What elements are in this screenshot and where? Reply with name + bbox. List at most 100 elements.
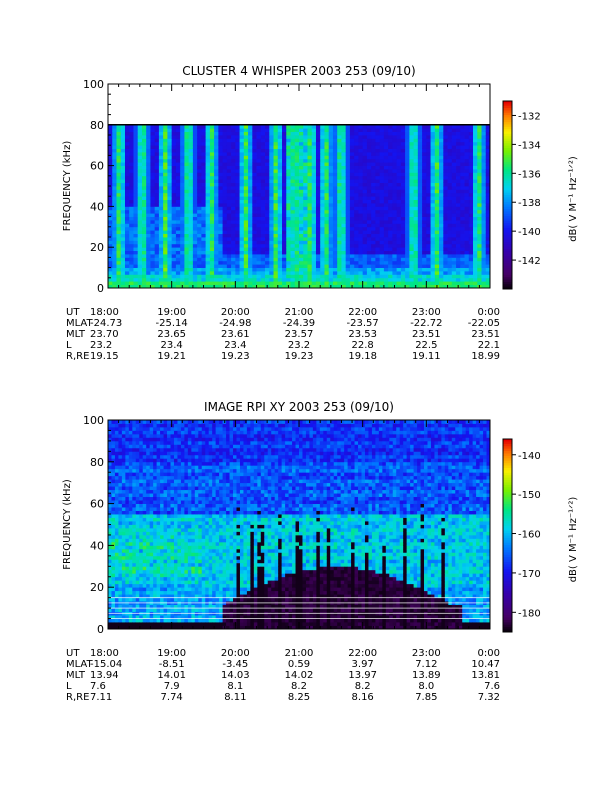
- spectrogram-cell: [443, 183, 448, 187]
- spectrogram-cell: [477, 193, 482, 197]
- spectrogram-cell: [214, 213, 219, 217]
- spectrogram-cell: [465, 251, 470, 255]
- spectrogram-cell: [469, 142, 474, 146]
- spectrogram-cell: [210, 237, 215, 241]
- spectrogram-cell: [380, 155, 385, 159]
- spectrogram-cell: [333, 227, 338, 231]
- ephemeris-value: 18:00: [90, 307, 119, 318]
- spectrogram-cell: [138, 169, 143, 173]
- spectrogram-cell: [320, 247, 325, 251]
- spectrogram-cell: [155, 142, 160, 146]
- spectrogram-cell: [261, 189, 266, 193]
- spectrogram-cell: [235, 159, 240, 163]
- spectrogram-cell: [329, 193, 334, 197]
- spectrogram-cell: [465, 206, 470, 210]
- spectrogram-cell: [448, 251, 453, 255]
- spectrogram-cell: [295, 240, 300, 244]
- spectrogram-cell: [129, 563, 133, 567]
- spectrogram-cell: [121, 234, 126, 238]
- spectrogram-cell: [405, 200, 410, 204]
- spectrogram-cell: [231, 247, 236, 251]
- spectrogram-cell: [414, 203, 419, 207]
- spectrogram-cell: [176, 257, 181, 261]
- spectrogram-cell: [477, 152, 482, 156]
- spectrogram-cell: [307, 261, 312, 265]
- spectrogram-cell: [125, 145, 130, 149]
- spectrogram-cell: [257, 149, 262, 153]
- spectrogram-cell: [333, 179, 338, 183]
- spectrogram-cell: [108, 423, 112, 427]
- spectrogram-cell: [125, 257, 130, 261]
- spectrogram-cell: [201, 206, 206, 210]
- spectrogram-cell: [333, 176, 338, 180]
- spectrogram-cell: [261, 240, 266, 244]
- spectrogram-cell: [316, 179, 321, 183]
- spectrogram-cell: [388, 264, 393, 268]
- spectrogram-cell: [448, 166, 453, 170]
- spectrogram-cell: [358, 237, 363, 241]
- spectrogram-cell: [384, 138, 389, 142]
- spectrogram-cell: [477, 176, 482, 180]
- spectrogram-cell: [409, 281, 414, 285]
- spectrogram-cell: [299, 223, 304, 227]
- spectrogram-cell: [422, 227, 427, 231]
- spectrogram-cell: [426, 155, 431, 159]
- spectrogram-cell: [159, 213, 164, 217]
- spectrogram-cell: [316, 145, 321, 149]
- spectrogram-cell: [184, 268, 189, 272]
- spectrogram-cell: [163, 278, 168, 282]
- spectrogram-cell: [125, 490, 129, 494]
- spectrogram-cell: [482, 264, 487, 268]
- spectrogram-cell: [473, 166, 478, 170]
- spectrogram-cell: [108, 570, 112, 574]
- spectrogram-cell: [439, 247, 444, 251]
- spectrogram-cell: [456, 230, 461, 234]
- spectrogram-cell: [257, 200, 262, 204]
- spectrogram-cell: [142, 247, 147, 251]
- spectrogram-cell: [112, 193, 117, 197]
- spectrogram-cell: [176, 169, 181, 173]
- spectrogram-cell: [118, 423, 122, 427]
- spectrogram-cell: [460, 162, 465, 166]
- spectrogram-cell: [354, 138, 359, 142]
- spectrogram-cell: [397, 281, 402, 285]
- spectrogram-cell: [354, 200, 359, 204]
- spectrogram-cell: [257, 261, 262, 265]
- spectrogram-cell: [448, 247, 453, 251]
- spectrogram-cell: [341, 149, 346, 153]
- spectrogram-cell: [252, 281, 257, 285]
- spectrogram-cell: [218, 234, 223, 238]
- spectrogram-cell: [231, 149, 236, 153]
- spectrogram-cell: [159, 203, 164, 207]
- spectrogram-cell: [172, 159, 177, 163]
- spectrogram-cell: [392, 240, 397, 244]
- spectrogram-cell: [482, 166, 487, 170]
- spectrogram-cell: [252, 203, 257, 207]
- ephemeris-value: 23.4: [224, 340, 246, 351]
- spectrogram-cell: [426, 264, 431, 268]
- spectrogram-cell: [282, 240, 287, 244]
- spectrogram-cell: [155, 234, 160, 238]
- spectrogram-cell: [482, 234, 487, 238]
- spectrogram-cell: [163, 189, 168, 193]
- spectrogram-cell: [235, 152, 240, 156]
- spectrogram-cell: [473, 234, 478, 238]
- spectrogram-cell: [278, 210, 283, 214]
- spectrogram-cell: [176, 254, 181, 258]
- spectrogram-cell: [163, 166, 168, 170]
- spectrogram-cell: [265, 254, 270, 258]
- spectrogram-cell: [223, 220, 228, 224]
- spectrogram-cell: [244, 223, 249, 227]
- spectrogram-cell: [193, 179, 198, 183]
- spectrogram-cell: [409, 217, 414, 221]
- spectrogram-cell: [337, 186, 342, 190]
- spectrogram-cell: [125, 278, 130, 282]
- spectrogram-cell: [371, 251, 376, 255]
- spectrogram-cell: [388, 217, 393, 221]
- spectrogram-cell: [337, 152, 342, 156]
- spectrogram-cell: [138, 257, 143, 261]
- spectrogram-cell: [341, 179, 346, 183]
- spectrogram-cell: [409, 152, 414, 156]
- spectrogram-cell: [384, 223, 389, 227]
- spectrogram-cell: [291, 193, 296, 197]
